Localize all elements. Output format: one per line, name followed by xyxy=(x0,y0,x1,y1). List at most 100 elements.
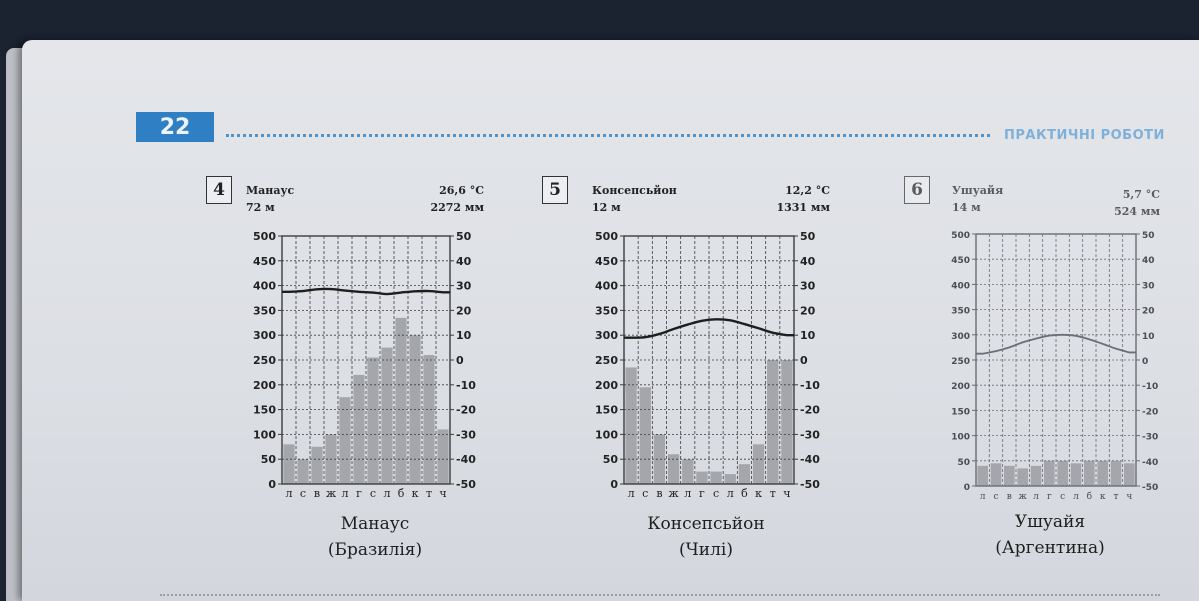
month-label: б xyxy=(741,487,748,500)
month-label: т xyxy=(1114,492,1119,502)
month-label: ч xyxy=(439,487,446,500)
precip-tick-label: 50 xyxy=(261,453,277,466)
panel-number-box: 6 xyxy=(904,176,930,204)
precip-tick-label: 300 xyxy=(951,332,970,342)
precipitation-bar xyxy=(353,374,365,484)
month-label: ч xyxy=(783,487,790,500)
precipitation-bar xyxy=(1084,460,1095,486)
precip-tick-label: 350 xyxy=(595,304,618,317)
precipitation-bar xyxy=(423,355,435,484)
header-dotted-rule xyxy=(226,134,990,137)
temp-tick-label: -20 xyxy=(1142,407,1158,417)
page-edge xyxy=(6,48,26,601)
precip-tick-label: 450 xyxy=(951,256,970,266)
temp-tick-label: -20 xyxy=(456,404,476,417)
temp-tick-label: -50 xyxy=(1142,483,1158,493)
panel-number-box: 4 xyxy=(206,176,232,204)
precip-tick-label: 0 xyxy=(268,478,276,491)
caption-city: Консепсьйон xyxy=(647,514,765,534)
precip-tick-label: 500 xyxy=(595,230,618,243)
precipitation-bar xyxy=(990,463,1002,486)
precip-tick-label: 300 xyxy=(595,329,618,342)
precip-tick-label: 250 xyxy=(595,354,618,367)
precip-tick-label: 200 xyxy=(951,382,970,392)
temp-tick-label: -40 xyxy=(1142,458,1158,468)
plot-area: 5004504003503002502001501005005040302010… xyxy=(951,231,1158,502)
month-label: в xyxy=(1007,492,1012,502)
temperature-line xyxy=(282,287,450,296)
month-label: г xyxy=(356,487,362,500)
temp-tick-label: 40 xyxy=(800,255,816,268)
precip-tick-label: 50 xyxy=(957,458,970,468)
temp-tick-label: 30 xyxy=(456,280,472,293)
station-name: Консепсьйон xyxy=(592,184,677,197)
caption-city: Манаус xyxy=(340,514,410,534)
temp-tick-label: -30 xyxy=(456,428,476,441)
month-label: л xyxy=(342,487,349,500)
temp-tick-label: -50 xyxy=(800,478,820,491)
climate-chart-manaus: 5004504003503002502001501005005040302010… xyxy=(253,230,476,500)
temperature-line xyxy=(624,318,794,339)
precipitation-bar xyxy=(283,444,295,484)
precipitation-bar xyxy=(653,434,666,484)
annual-precipitation: 2272 мм xyxy=(430,201,484,214)
month-label: б xyxy=(398,487,405,500)
precip-tick-label: 0 xyxy=(610,478,618,491)
precipitation-bar xyxy=(381,347,393,484)
precipitation-bar xyxy=(696,471,708,484)
precip-tick-label: 450 xyxy=(253,255,276,268)
month-label: с xyxy=(300,487,306,500)
caption-country: (Аргентина) xyxy=(995,538,1105,558)
mean-temperature: 26,6 °С xyxy=(439,184,484,197)
station-elevation: 12 м xyxy=(592,201,621,214)
precipitation-bar xyxy=(339,397,351,484)
temp-tick-label: 50 xyxy=(456,230,472,243)
temp-tick-label: 30 xyxy=(1142,281,1155,291)
temp-tick-label: 50 xyxy=(800,230,816,243)
month-label: л xyxy=(384,487,391,500)
precipitation-bar xyxy=(437,429,449,484)
month-label: к xyxy=(1100,492,1106,502)
precip-tick-label: 0 xyxy=(964,483,970,493)
mean-temperature: 5,7 °С xyxy=(1122,188,1160,201)
precip-tick-label: 150 xyxy=(595,404,618,417)
precip-tick-label: 250 xyxy=(951,357,970,367)
station-elevation: 72 м xyxy=(246,201,275,214)
temp-tick-label: -10 xyxy=(456,379,476,392)
precipitation-bar xyxy=(710,471,722,484)
temp-tick-label: 30 xyxy=(800,280,816,293)
temp-tick-label: -30 xyxy=(800,428,820,441)
month-label: к xyxy=(755,487,762,500)
temp-tick-label: -10 xyxy=(800,379,820,392)
temp-tick-label: -50 xyxy=(456,478,476,491)
temp-tick-label: 10 xyxy=(1142,332,1155,342)
precip-tick-label: 400 xyxy=(951,281,970,291)
station-name: Манаус xyxy=(246,184,295,197)
temp-tick-label: 0 xyxy=(800,354,808,367)
temp-tick-label: -40 xyxy=(800,453,820,466)
precip-tick-label: 450 xyxy=(595,255,618,268)
station-elevation: 14 м xyxy=(952,201,981,214)
temp-tick-label: -40 xyxy=(456,453,476,466)
month-label: г xyxy=(699,487,705,500)
precipitation-bar xyxy=(724,474,736,484)
precip-tick-label: 100 xyxy=(951,433,970,443)
precipitation-bar xyxy=(738,464,751,484)
precipitation-bar xyxy=(1124,463,1135,486)
precipitation-bar xyxy=(1030,465,1042,486)
precip-tick-label: 50 xyxy=(603,453,619,466)
footer-dotted-rule xyxy=(160,594,1160,596)
month-label: л xyxy=(1073,492,1079,502)
precipitation-bar xyxy=(1004,465,1015,486)
temp-tick-label: 50 xyxy=(1142,231,1155,241)
month-label: с xyxy=(993,492,998,502)
precip-tick-label: 200 xyxy=(595,379,618,392)
temp-tick-label: 0 xyxy=(456,354,464,367)
month-label: т xyxy=(426,487,432,500)
temp-tick-label: 10 xyxy=(456,329,472,342)
page-number: 22 xyxy=(136,112,214,142)
precip-tick-label: 300 xyxy=(253,329,276,342)
precipitation-bar xyxy=(367,357,379,484)
month-label: л xyxy=(980,492,986,502)
precipitation-bar xyxy=(625,367,637,484)
